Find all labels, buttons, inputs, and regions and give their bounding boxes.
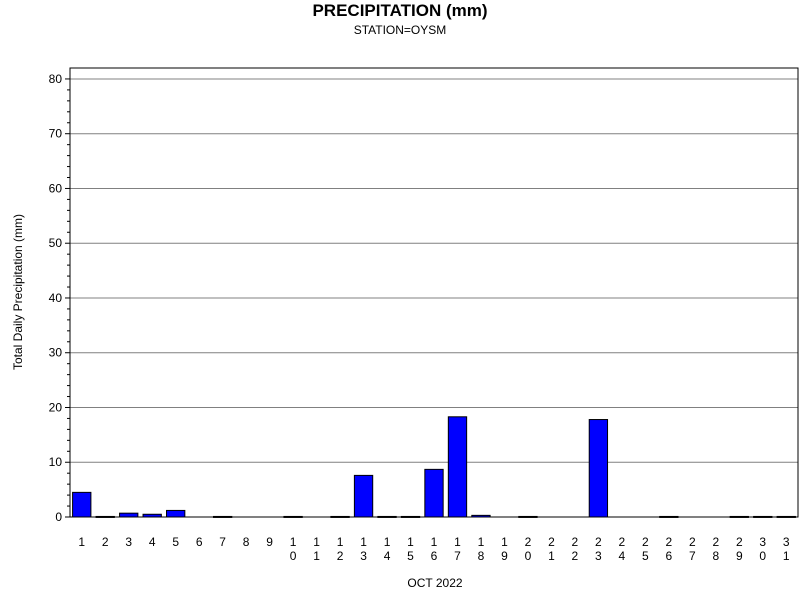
x-tick-label: 3 [125, 535, 132, 549]
grid-lines [70, 78, 798, 463]
x-tick-label: 4 [619, 549, 626, 563]
x-tick-label: 2 [525, 535, 532, 549]
x-tick-label: 6 [431, 549, 438, 563]
x-tick-label: 3 [360, 549, 367, 563]
x-tick-label: 2 [689, 535, 696, 549]
x-axis-label: OCT 2022 [407, 576, 462, 590]
x-tick-label: 6 [196, 535, 203, 549]
x-tick-label: 1 [313, 549, 320, 563]
x-tick-label: 2 [665, 535, 672, 549]
x-tick-label: 1 [407, 535, 414, 549]
x-tick-label: 0 [759, 549, 766, 563]
x-axis: 1 2 3 4 5 6 7 8 9 1011121314151617181920212223242… [78, 535, 790, 563]
x-tick-label: 1 [78, 535, 85, 549]
bar-day-1 [72, 491, 92, 518]
x-tick-label: 0 [290, 549, 297, 563]
x-tick-label: 1 [360, 535, 367, 549]
x-tick-label: 2 [642, 535, 649, 549]
x-tick-label: 4 [384, 549, 391, 563]
x-tick-label: 9 [736, 549, 743, 563]
x-tick-label: 1 [548, 549, 555, 563]
x-tick-label: 2 [619, 535, 626, 549]
x-tick-label: 7 [219, 535, 226, 549]
x-tick-label: 5 [642, 549, 649, 563]
x-tick-label: 5 [172, 535, 179, 549]
x-tick-label: 5 [407, 549, 414, 563]
x-tick-label: 1 [313, 535, 320, 549]
bar-day-16 [424, 468, 444, 518]
x-tick-label: 8 [712, 549, 719, 563]
plot-frame [69, 67, 799, 518]
x-tick-label: 3 [759, 535, 766, 549]
bar-day-3 [119, 512, 139, 518]
chart-title: PRECIPITATION (mm) [312, 1, 488, 20]
y-tick-label: 80 [49, 72, 63, 86]
x-tick-label: 1 [501, 535, 508, 549]
x-tick-label: 8 [478, 549, 485, 563]
bar-day-23 [588, 419, 609, 518]
y-axis: 0 10 20 30 40 50 60 70 80 [49, 72, 70, 524]
x-tick-label: 2 [337, 549, 344, 563]
y-tick-label: 40 [49, 291, 63, 305]
y-tick-label: 60 [49, 181, 63, 195]
x-tick-label: 2 [712, 535, 719, 549]
x-tick-label: 1 [337, 535, 344, 549]
x-tick-label: 2 [572, 549, 579, 563]
x-tick-label: 1 [783, 549, 790, 563]
y-tick-label: 20 [49, 400, 63, 414]
bar-day-5 [166, 509, 186, 518]
x-tick-label: 3 [595, 549, 602, 563]
x-tick-label: 2 [736, 535, 743, 549]
x-tick-label: 9 [501, 549, 508, 563]
x-tick-label: 6 [665, 549, 672, 563]
chart-subtitle: STATION=OYSM [353, 23, 447, 37]
x-tick-label: 7 [689, 549, 696, 563]
y-tick-label: 30 [49, 346, 63, 360]
y-axis-label: Total Daily Precipitation (mm) [11, 214, 25, 370]
bar-day-13 [353, 474, 374, 518]
x-tick-label: 4 [149, 535, 156, 549]
x-tick-label: 3 [783, 535, 790, 549]
y-tick-label: 0 [55, 510, 62, 524]
bar-day-17 [447, 416, 468, 518]
bars [72, 416, 796, 518]
y-tick-label: 10 [49, 455, 63, 469]
x-tick-label: 9 [266, 535, 273, 549]
x-tick-label: 2 [572, 535, 579, 549]
y-tick-label: 50 [49, 236, 63, 250]
x-tick-label: 8 [243, 535, 250, 549]
x-tick-label: 7 [454, 549, 461, 563]
x-tick-label: 1 [290, 535, 297, 549]
y-tick-label: 70 [49, 127, 63, 141]
x-tick-label: 1 [478, 535, 485, 549]
x-tick-label: 0 [525, 549, 532, 563]
x-tick-label: 1 [431, 535, 438, 549]
x-tick-label: 2 [548, 535, 555, 549]
x-tick-label: 1 [454, 535, 461, 549]
x-tick-label: 2 [595, 535, 602, 549]
x-tick-label: 2 [102, 535, 109, 549]
x-tick-label: 1 [384, 535, 391, 549]
